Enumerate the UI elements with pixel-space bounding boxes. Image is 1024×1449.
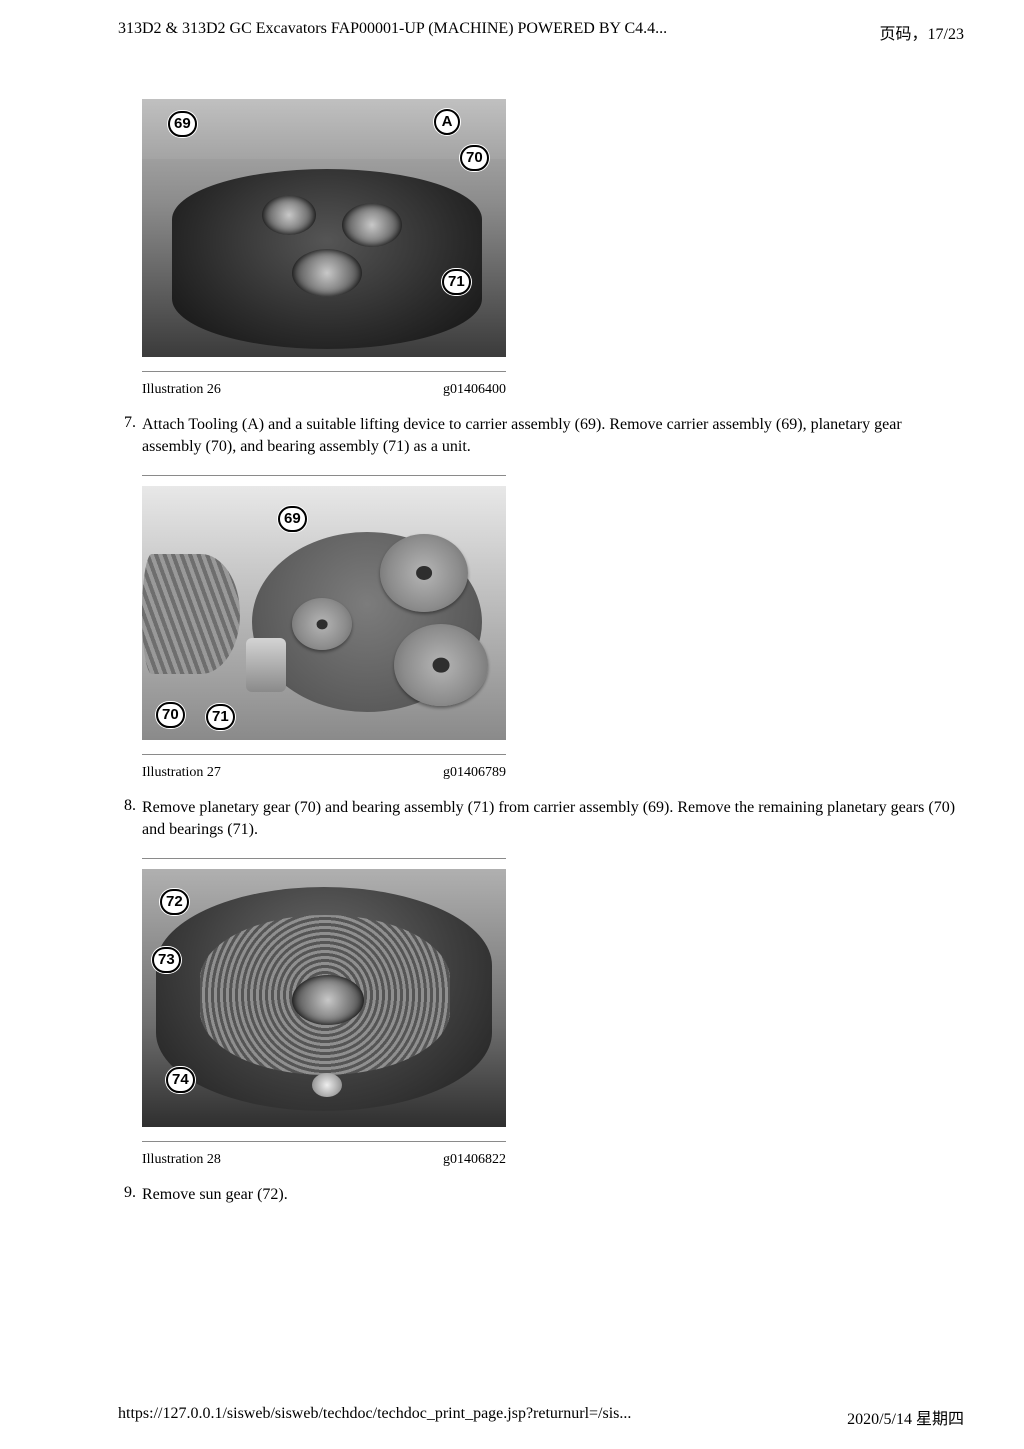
illustration-label: Illustration 28: [142, 1152, 221, 1168]
figure-rule: [142, 1141, 506, 1142]
figure-rule: [142, 754, 506, 755]
figure-rule: [142, 475, 506, 476]
callout-label: 69: [278, 506, 307, 532]
illustration-label: Illustration 26: [142, 382, 221, 398]
step-text: Remove sun gear (72).: [142, 1184, 964, 1206]
illustration-28-image: 72 73 74: [142, 869, 506, 1127]
step-text: Remove planetary gear (70) and bearing a…: [142, 797, 964, 840]
callout-label: 74: [166, 1067, 195, 1093]
callout-label: 70: [460, 145, 489, 171]
illustration-gid: g01406400: [443, 382, 506, 398]
figure-27: 69 70 71 Illustration 27 g01406789: [142, 475, 964, 781]
footer-right: 2020/5/14 星期四: [847, 1405, 964, 1429]
step-text: Attach Tooling (A) and a suitable liftin…: [142, 414, 964, 457]
callout-label: 71: [442, 269, 471, 295]
footer-left: https://127.0.0.1/sisweb/sisweb/techdoc/…: [118, 1405, 631, 1429]
page-header: 313D2 & 313D2 GC Excavators FAP00001-UP …: [0, 0, 1024, 44]
main-content: 69 A 70 71 Illustration 26 g01406400 7. …: [0, 44, 1024, 1304]
step-number: 9.: [118, 1184, 142, 1202]
callout-label: 69: [168, 111, 197, 137]
illustration-gid: g01406822: [443, 1152, 506, 1168]
callout-label: 71: [206, 704, 235, 730]
step-number: 8.: [118, 797, 142, 815]
callout-label: 70: [156, 702, 185, 728]
step-8: 8. Remove planetary gear (70) and bearin…: [118, 797, 964, 840]
illustration-label: Illustration 27: [142, 765, 221, 781]
callout-label: 72: [160, 889, 189, 915]
step-7: 7. Attach Tooling (A) and a suitable lif…: [118, 414, 964, 457]
callout-label: A: [434, 109, 460, 135]
figure-26: 69 A 70 71 Illustration 26 g01406400: [142, 99, 964, 398]
illustration-27-image: 69 70 71: [142, 486, 506, 740]
figure-caption-row: Illustration 27 g01406789: [142, 765, 506, 781]
figure-28: 72 73 74 Illustration 28 g01406822: [142, 858, 964, 1168]
step-9: 9. Remove sun gear (72).: [118, 1184, 964, 1206]
illustration-26-image: 69 A 70 71: [142, 99, 506, 357]
page-footer: https://127.0.0.1/sisweb/sisweb/techdoc/…: [0, 1405, 1024, 1429]
figure-caption-row: Illustration 28 g01406822: [142, 1152, 506, 1168]
header-right: 页码，17/23: [880, 20, 964, 44]
callout-label: 73: [152, 947, 181, 973]
step-number: 7.: [118, 414, 142, 432]
figure-caption-row: Illustration 26 g01406400: [142, 382, 506, 398]
illustration-gid: g01406789: [443, 765, 506, 781]
header-left: 313D2 & 313D2 GC Excavators FAP00001-UP …: [118, 20, 667, 44]
figure-rule: [142, 858, 506, 859]
figure-rule: [142, 371, 506, 372]
